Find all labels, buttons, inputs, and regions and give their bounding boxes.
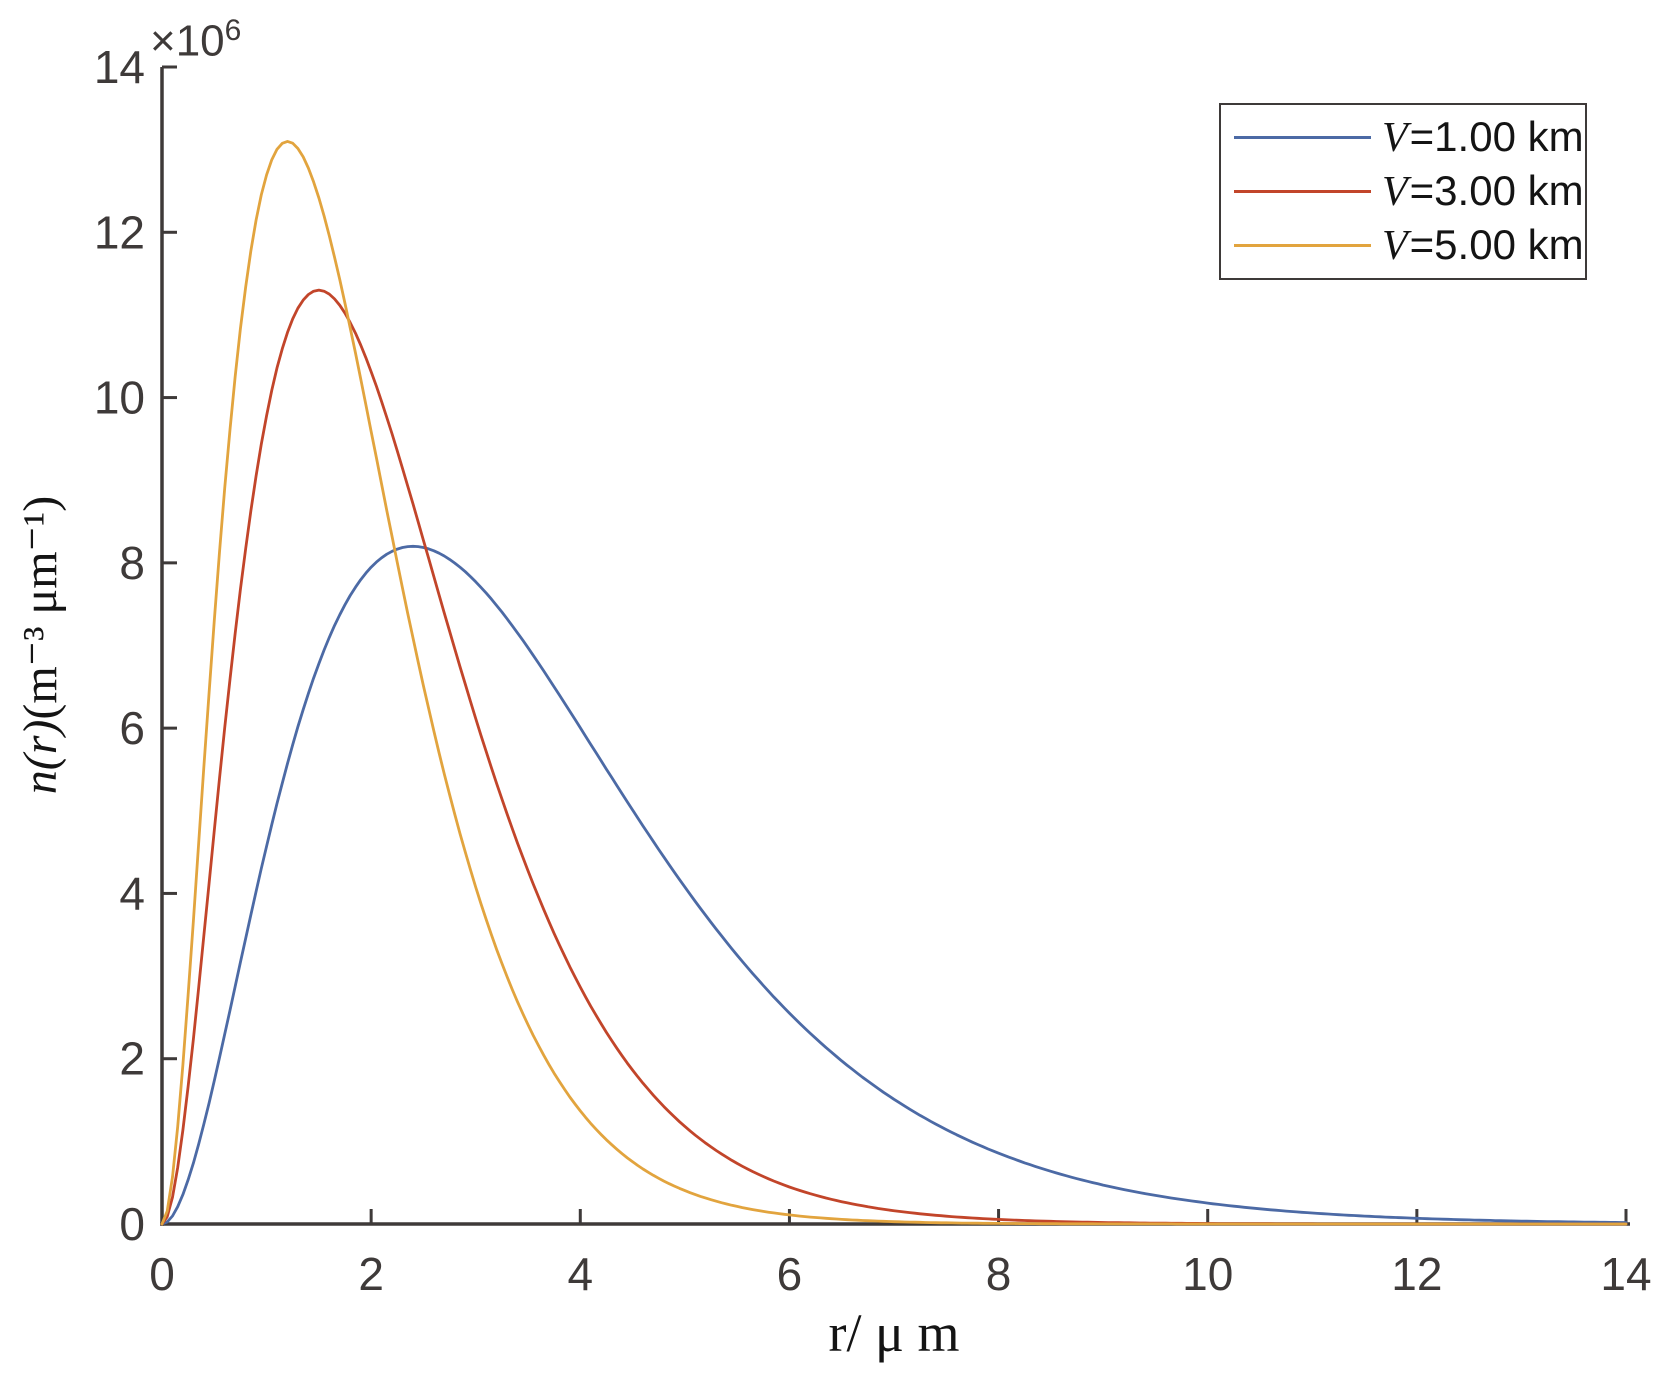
legend-line-swatch-v5 <box>1234 243 1371 247</box>
y-label-units: (m⁻³ μm⁻¹) <box>14 495 67 720</box>
curve-v5 <box>160 139 1628 1226</box>
legend-line-swatch-v3 <box>1234 189 1371 193</box>
legend: V=1.00 km V=3.00 km V=5.00 km <box>1219 103 1587 280</box>
y-tick-label: 8 <box>119 537 145 589</box>
x-tick-label: 4 <box>567 1248 593 1300</box>
x-tick-label: 8 <box>986 1248 1012 1300</box>
legend-item-v1: V=1.00 km <box>1221 112 1585 164</box>
y-tick-label: 2 <box>119 1033 145 1085</box>
x-axis-label: r/ μ m <box>828 1303 960 1363</box>
x-tick-label: 0 <box>149 1248 175 1300</box>
x-tick-label: 6 <box>777 1248 803 1300</box>
legend-item-v3: V=3.00 km <box>1221 165 1585 217</box>
exponent-power: 6 <box>224 14 242 47</box>
y-tick-label: 4 <box>119 867 145 919</box>
y-tick-label: 12 <box>94 206 145 258</box>
y-label-symbol: n(r) <box>14 719 67 795</box>
curve-v1 <box>160 544 1628 1226</box>
x-tick-label: 2 <box>358 1248 384 1300</box>
legend-label-v1: V=1.00 km <box>1382 113 1584 162</box>
y-tick-label: 10 <box>94 372 145 424</box>
legend-item-v5: V=5.00 km <box>1221 219 1585 271</box>
legend-line-swatch-v1 <box>1234 136 1371 140</box>
curve-v3 <box>160 288 1628 1226</box>
exponent-base: ×10 <box>150 16 225 66</box>
y-tick-label: 14 <box>94 41 145 93</box>
x-tick-label: 10 <box>1182 1248 1233 1300</box>
y-axis-label: n(r)(m⁻³ μm⁻¹) <box>12 496 68 794</box>
x-tick-label: 12 <box>1391 1248 1442 1300</box>
legend-label-v5: V=5.00 km <box>1382 220 1584 269</box>
x-tick-label: 14 <box>1600 1248 1651 1300</box>
y-tick-label: 0 <box>119 1198 145 1250</box>
y-axis-exponent-label: ×106 <box>150 14 241 67</box>
legend-label-v3: V=3.00 km <box>1382 166 1584 215</box>
y-tick-label: 6 <box>119 702 145 754</box>
